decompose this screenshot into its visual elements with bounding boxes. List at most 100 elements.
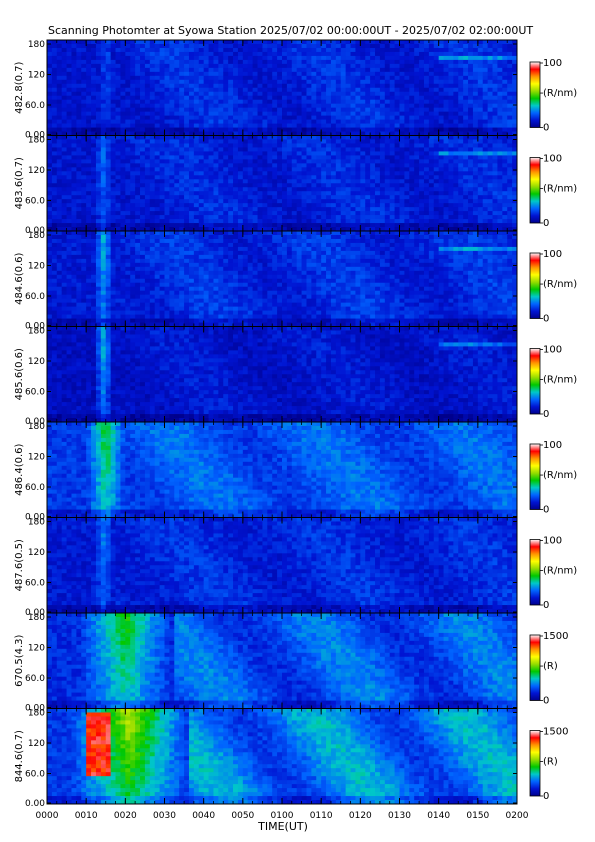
heatmap-cell [302, 80, 307, 84]
heatmap-cell [194, 48, 199, 52]
heatmap-cell [47, 255, 52, 259]
heatmap-cell [365, 199, 370, 203]
heatmap-cell [243, 56, 248, 60]
heatmap-cell [194, 219, 199, 223]
heatmap-cell [204, 76, 209, 80]
heatmap-cell [458, 76, 463, 80]
heatmap-cell [370, 92, 375, 96]
heatmap-cell [267, 56, 272, 60]
heatmap-cell [400, 183, 405, 187]
heatmap-cell [395, 76, 400, 80]
heatmap-cell [321, 124, 326, 128]
heatmap-cell [258, 44, 263, 48]
heatmap-cell [91, 48, 96, 52]
colorbar [530, 158, 540, 224]
heatmap-cell [282, 171, 287, 175]
heatmap-cell [248, 124, 253, 128]
heatmap-cell [57, 215, 62, 219]
heatmap-cell [351, 64, 356, 68]
heatmap-cell [370, 163, 375, 167]
heatmap-cell [488, 116, 493, 120]
heatmap-cell [81, 68, 86, 72]
heatmap-cell [458, 80, 463, 84]
heatmap-cell [282, 128, 287, 132]
heatmap-cell [125, 88, 130, 92]
heatmap-cell [96, 60, 101, 64]
heatmap-cell [47, 155, 52, 159]
heatmap-cell [71, 143, 76, 147]
heatmap-cell [57, 60, 62, 64]
heatmap-cell [228, 139, 233, 143]
heatmap-cell [336, 88, 341, 92]
heatmap-cell [488, 159, 493, 163]
heatmap-cell [448, 92, 453, 96]
heatmap-cell [297, 155, 302, 159]
heatmap-cell [184, 167, 189, 171]
heatmap-cell [463, 88, 468, 92]
heatmap-cell [385, 187, 390, 191]
heatmap-cell [218, 92, 223, 96]
heatmap-cell [125, 167, 130, 171]
heatmap-cell [444, 88, 449, 92]
heatmap-cell [414, 175, 419, 179]
heatmap-cell [429, 215, 434, 219]
heatmap-cell [448, 183, 453, 187]
heatmap-cell [365, 112, 370, 116]
heatmap-cell [483, 219, 488, 223]
heatmap-cell [453, 175, 458, 179]
heatmap-cell [71, 167, 76, 171]
heatmap-cell [272, 183, 277, 187]
heatmap-cell [302, 151, 307, 155]
heatmap-cell [253, 155, 258, 159]
heatmap-cell [351, 191, 356, 195]
heatmap-cell [184, 104, 189, 108]
heatmap-cell [302, 76, 307, 80]
heatmap-cell [160, 183, 165, 187]
heatmap-cell [101, 163, 106, 167]
heatmap-cell [189, 175, 194, 179]
heatmap-cell [52, 128, 57, 132]
heatmap-cell [248, 183, 253, 187]
heatmap-cell [189, 207, 194, 211]
heatmap-cell [463, 92, 468, 96]
heatmap-cell [493, 108, 498, 112]
heatmap-cell [199, 215, 204, 219]
heatmap-cell [150, 151, 155, 155]
heatmap-cell [400, 143, 405, 147]
heatmap-cell [326, 207, 331, 211]
heatmap-cell [277, 68, 282, 72]
heatmap-cell [341, 60, 346, 64]
heatmap-cell [360, 143, 365, 147]
heatmap-cell [448, 124, 453, 128]
heatmap-cell [243, 44, 248, 48]
heatmap-cell [282, 136, 287, 140]
heatmap-cell [370, 108, 375, 112]
heatmap-cell [351, 167, 356, 171]
heatmap-cell [120, 167, 125, 171]
heatmap-cell [267, 64, 272, 68]
heatmap-cell [331, 171, 336, 175]
heatmap-cell [57, 56, 62, 60]
heatmap-cell [209, 211, 214, 215]
heatmap-cell [458, 136, 463, 140]
heatmap-cell [243, 195, 248, 199]
heatmap-cell [101, 175, 106, 179]
heatmap-cell [439, 147, 444, 151]
heatmap-cell [365, 92, 370, 96]
heatmap-cell [233, 84, 238, 88]
heatmap-cell [497, 84, 502, 88]
heatmap-cell [155, 40, 160, 44]
heatmap-cell [169, 44, 174, 48]
heatmap-cell [204, 183, 209, 187]
heatmap-cell [165, 147, 170, 151]
heatmap-cell [272, 207, 277, 211]
heatmap-cell [86, 147, 91, 151]
heatmap-cell [414, 108, 419, 112]
heatmap-cell [346, 64, 351, 68]
heatmap-cell [306, 68, 311, 72]
heatmap-cell [390, 100, 395, 104]
heatmap-cell [488, 147, 493, 151]
heatmap-cell [47, 239, 52, 243]
heatmap-cell [434, 112, 439, 116]
heatmap-cell [478, 96, 483, 100]
